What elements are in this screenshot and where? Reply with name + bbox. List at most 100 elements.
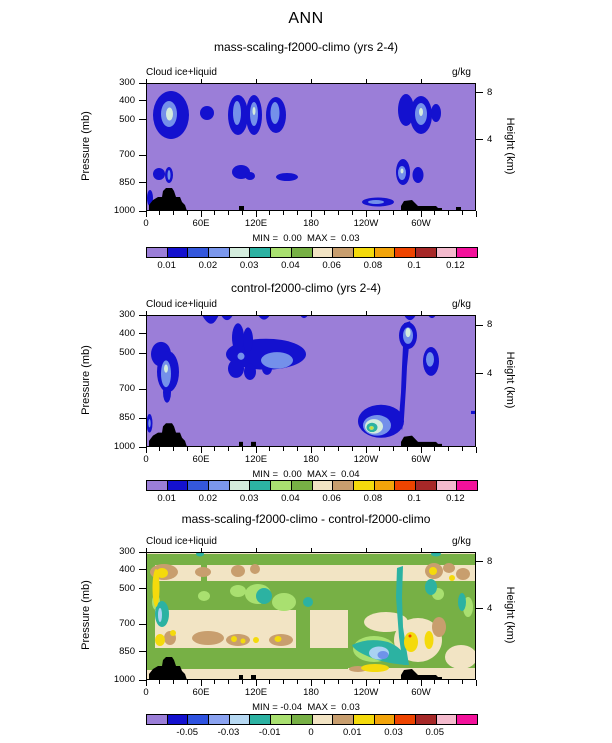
colorbar-segment: [311, 481, 333, 490]
x-tick-major: [365, 211, 367, 217]
min-max-stats: MIN = 0.00 MAX = 0.03: [252, 233, 360, 244]
x-tick-minor: [173, 211, 174, 215]
y2-tick: [476, 608, 483, 610]
colorbar-label: 0.01: [157, 260, 176, 271]
x-tick-minor: [338, 680, 339, 684]
y2-tick-label: 4: [487, 133, 493, 145]
x-tick-label: 180: [303, 687, 319, 698]
x-tick-label: 120E: [244, 687, 268, 698]
x-tick-top: [145, 548, 147, 552]
x-tick-top: [310, 311, 312, 315]
y-tick: [139, 446, 146, 448]
colorbar-label: -0.05: [176, 727, 199, 738]
x-tick-minor: [448, 680, 449, 684]
x-tick-top: [310, 548, 312, 552]
y-tick-label: 850: [119, 412, 135, 424]
x-tick-minor: [214, 211, 216, 215]
x-tick-minor: [241, 211, 243, 215]
min-max-stats: MIN = 0.00 MAX = 0.04: [252, 469, 360, 480]
colorbar-segment: [228, 715, 250, 724]
y2-tick: [476, 373, 483, 375]
colorbar-segment: [435, 481, 457, 490]
x-tick-minor: [379, 211, 381, 215]
y-tick-label: 700: [119, 383, 135, 395]
colorbar-label: 0.1: [407, 260, 421, 271]
y-tick-label: 300: [119, 77, 135, 88]
x-tick-top: [255, 548, 257, 552]
x-tick-top: [200, 311, 202, 315]
x-tick-major: [420, 211, 422, 217]
x-tick-minor: [241, 680, 243, 684]
colorbar-segment: [270, 248, 291, 257]
x-tick-top: [310, 79, 312, 83]
x-tick-minor: [241, 447, 243, 451]
field-label: Cloud ice+liquid: [146, 299, 217, 310]
x-tick-label: 60W: [411, 687, 431, 698]
contour-field-mass-scaling: [146, 83, 476, 211]
colorbar-segment: [187, 481, 209, 490]
colorbar-segment: [414, 481, 436, 490]
field-label: Cloud ice+liquid: [146, 67, 217, 78]
x-tick-major: [420, 680, 422, 686]
colorbar: [146, 480, 478, 491]
y-tick-label: 1000: [113, 205, 135, 216]
colorbar-segment: [270, 715, 291, 724]
x-tick-minor: [159, 680, 161, 684]
colorbar: [146, 714, 478, 725]
colorbar-segment: [352, 248, 374, 257]
colorbar-label: 0.08: [363, 493, 383, 504]
plot-frame: [146, 83, 476, 211]
colorbar-label: 0.01: [343, 727, 362, 738]
colorbar-segment: [394, 248, 415, 257]
x-tick-minor: [461, 447, 463, 451]
y-tick-label: 700: [119, 149, 135, 160]
x-tick-minor: [406, 447, 408, 451]
colorbar-segment: [394, 715, 415, 724]
colorbar-segment: [373, 248, 395, 257]
y-tick: [139, 679, 146, 681]
y-tick-label: 850: [119, 645, 135, 657]
colorbar-segment: [311, 715, 333, 724]
colorbar-segment: [332, 481, 353, 490]
y-tick-label: 400: [119, 563, 135, 575]
colorbar-segment: [249, 481, 271, 490]
plot-frame: [146, 315, 476, 447]
main-title: ANN: [288, 10, 324, 27]
colorbar-label: 0.08: [363, 260, 383, 271]
colorbar-label: 0.02: [198, 493, 218, 504]
x-tick-label: 120W: [353, 687, 379, 698]
y-tick-label: 400: [119, 94, 135, 106]
plot-frame: [146, 552, 476, 680]
x-tick-minor: [379, 680, 381, 684]
colorbar-segment: [414, 248, 436, 257]
x-tick-major: [200, 680, 202, 686]
x-tick-major: [255, 447, 257, 453]
y-tick: [139, 182, 146, 184]
contour-field-control: [146, 315, 476, 447]
x-tick-minor: [406, 211, 408, 215]
y-tick-label: 850: [119, 176, 135, 188]
x-tick-minor: [393, 680, 394, 684]
x-tick-minor: [159, 211, 161, 215]
x-tick-minor: [283, 447, 284, 451]
x-tick-label: 120E: [244, 218, 268, 229]
x-tick-minor: [434, 447, 436, 451]
x-tick-minor: [351, 680, 353, 684]
x-tick-minor: [406, 680, 408, 684]
y-tick-label: 500: [119, 347, 135, 359]
colorbar-segment: [435, 248, 457, 257]
x-tick-minor: [283, 680, 284, 684]
y-tick: [139, 623, 146, 625]
x-tick-label: 60E: [192, 454, 210, 465]
x-tick-minor: [159, 447, 161, 451]
x-tick-minor: [269, 447, 271, 451]
x-tick-label: 120W: [353, 218, 379, 229]
x-tick-minor: [173, 447, 174, 451]
y-tick: [139, 314, 146, 316]
x-tick-minor: [186, 447, 188, 451]
colorbar-segment: [414, 715, 436, 724]
panel-title: mass-scaling-f2000-climo - control-f2000…: [181, 512, 431, 526]
colorbar-label: 0.03: [384, 727, 403, 738]
x-tick-minor: [393, 447, 394, 451]
x-tick-minor: [338, 447, 339, 451]
